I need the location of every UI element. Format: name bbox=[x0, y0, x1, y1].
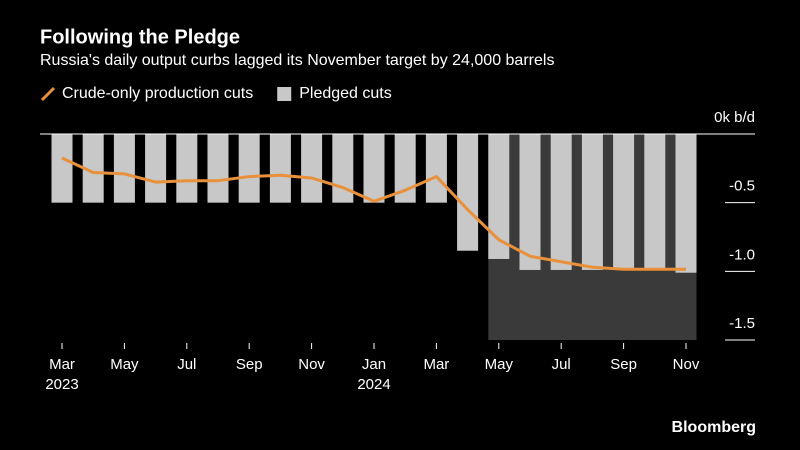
legend-label: Crude-only production cuts bbox=[62, 85, 253, 102]
bar bbox=[301, 134, 323, 203]
bar bbox=[238, 134, 260, 203]
y-tick-label: -0.5 bbox=[729, 178, 755, 195]
x-tick-label: Nov bbox=[298, 356, 325, 373]
bar bbox=[51, 134, 73, 203]
x-tick-label: Jul bbox=[177, 356, 196, 373]
x-year-label: 2024 bbox=[357, 376, 390, 393]
x-tick-label: May bbox=[110, 356, 139, 373]
bar bbox=[488, 134, 510, 259]
bar bbox=[207, 134, 229, 203]
bar bbox=[113, 134, 135, 203]
bar bbox=[613, 134, 635, 270]
bar bbox=[145, 134, 167, 203]
chart-subtitle: Russia's daily output curbs lagged its N… bbox=[40, 52, 554, 69]
bar bbox=[644, 134, 666, 270]
y-tick-label: -1.0 bbox=[729, 246, 755, 263]
legend-swatch bbox=[277, 87, 292, 101]
legend-label: Pledged cuts bbox=[299, 85, 392, 102]
bar bbox=[425, 134, 447, 203]
bar bbox=[457, 134, 479, 251]
bar bbox=[363, 134, 385, 203]
x-year-label: 2023 bbox=[45, 376, 78, 393]
x-tick-label: Jul bbox=[552, 356, 571, 373]
bar bbox=[519, 134, 541, 270]
x-tick-label: Sep bbox=[236, 356, 263, 373]
x-tick-label: Jan bbox=[362, 356, 386, 373]
legend-line bbox=[40, 86, 56, 102]
x-tick-label: Mar bbox=[423, 356, 449, 373]
y-tick-label: -1.5 bbox=[729, 315, 755, 332]
bar bbox=[675, 134, 697, 273]
y-tick-label: 0k b/d bbox=[714, 109, 755, 126]
bar bbox=[269, 134, 291, 203]
x-tick-label: May bbox=[485, 356, 514, 373]
bar bbox=[176, 134, 198, 203]
bar bbox=[394, 134, 416, 203]
bar bbox=[82, 134, 104, 203]
line bbox=[61, 156, 686, 271]
x-tick-label: Nov bbox=[673, 356, 700, 373]
x-tick-label: Sep bbox=[610, 356, 637, 373]
source: Bloomberg bbox=[672, 419, 756, 436]
x-tick-label: Mar bbox=[49, 356, 75, 373]
chart-title: Following the Pledge bbox=[40, 26, 240, 48]
bar bbox=[581, 134, 603, 270]
bar bbox=[550, 134, 572, 270]
